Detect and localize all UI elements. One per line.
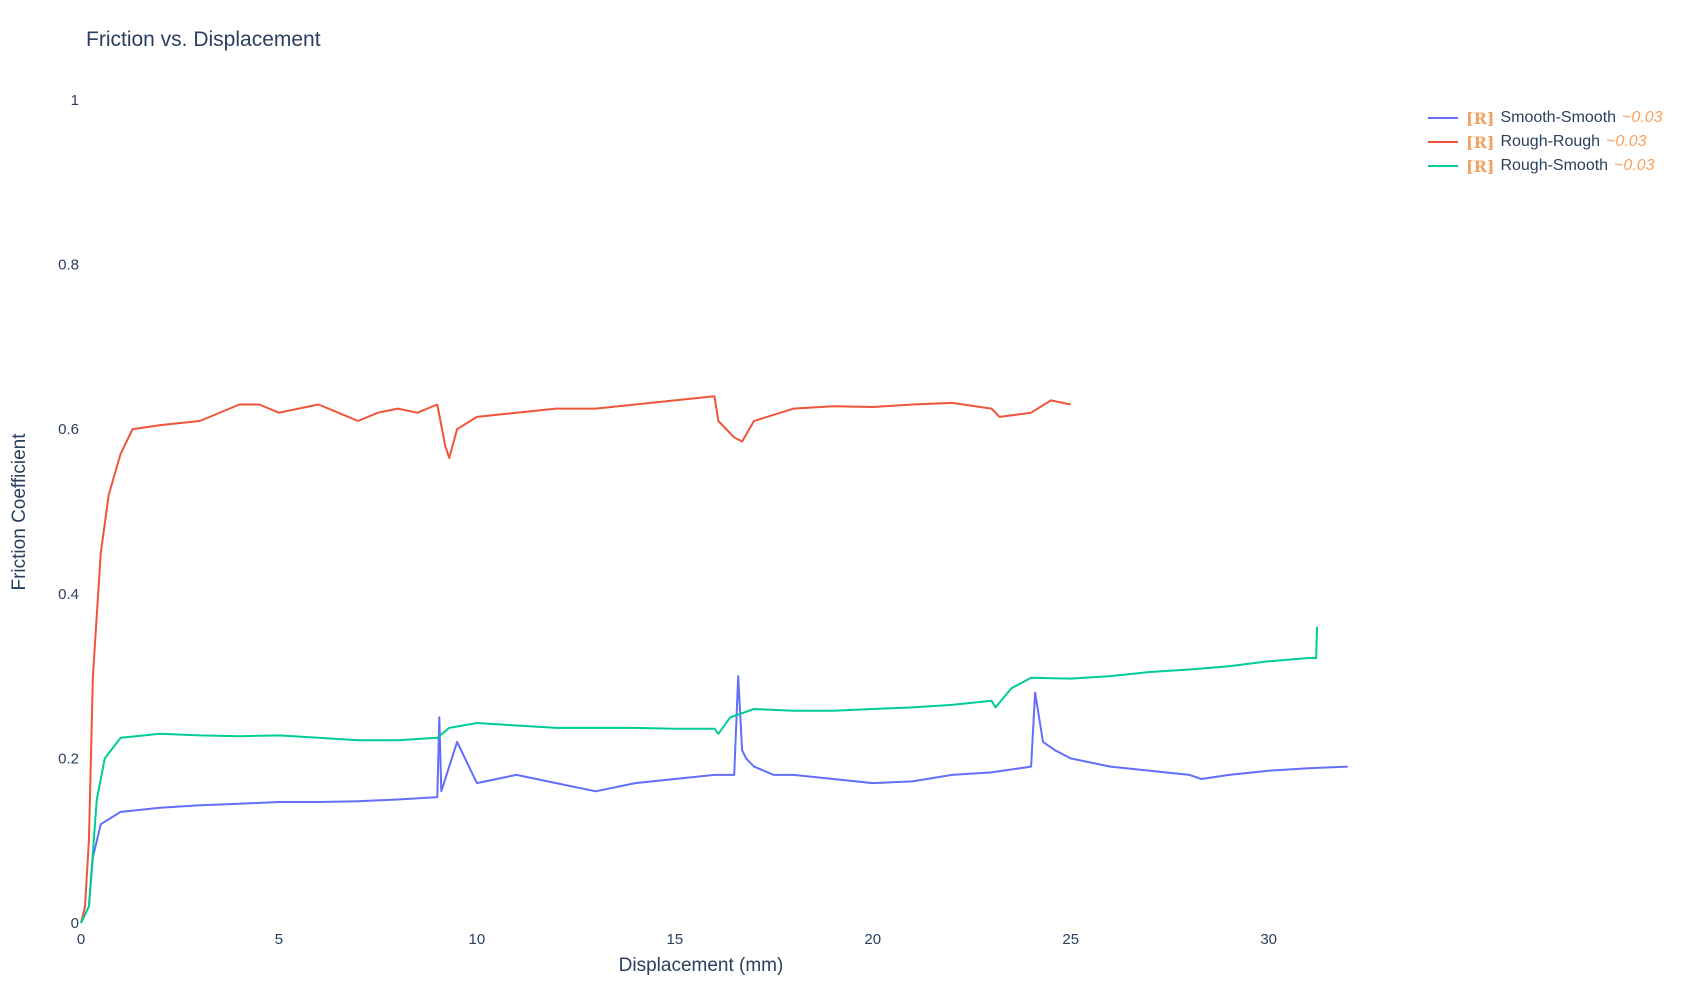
legend-label: Smooth-Smooth — [1500, 109, 1617, 126]
legend-tag: [R] — [1466, 108, 1495, 128]
series-line-smooth-smooth — [80, 675, 1348, 924]
legend-note: ~0.03 — [1606, 133, 1647, 150]
legend-label: Rough-Rough — [1500, 133, 1601, 150]
y-tick-labels: 0 0.2 0.4 0.6 0.8 1 — [58, 92, 79, 932]
x-tick-label: 25 — [1062, 931, 1079, 948]
chart-title: Friction vs. Displacement — [86, 28, 321, 51]
y-tick-label: 0.4 — [58, 586, 79, 603]
x-tick-label: 0 — [77, 931, 85, 948]
series-line-rough-rough — [80, 395, 1071, 924]
legend-label: Rough-Smooth — [1500, 157, 1609, 174]
y-tick-label: 0.2 — [58, 750, 79, 767]
legend-item-smooth-smooth[interactable]: [R] Smooth-Smooth ~0.03 — [1428, 106, 1663, 130]
legend-tag: [R] — [1466, 156, 1495, 176]
legend-swatch — [1428, 117, 1458, 119]
legend-swatch — [1428, 165, 1458, 167]
legend: [R] Smooth-Smooth ~0.03 [R] Rough-Rough ~0.03… — [1428, 106, 1663, 178]
x-tick-label: 30 — [1260, 931, 1277, 948]
y-tick-label: 1 — [71, 92, 79, 109]
legend-tag: [R] — [1466, 132, 1495, 152]
y-tick-label: 0.8 — [58, 257, 79, 274]
series-line-rough-smooth — [80, 626, 1318, 924]
legend-note: ~0.03 — [1614, 157, 1655, 174]
y-axis-title: Friction Coefficient — [9, 433, 30, 591]
x-tick-label: 15 — [666, 931, 683, 948]
x-tick-labels: 0 5 10 15 20 25 30 — [77, 931, 1277, 948]
x-axis-title: Displacement (mm) — [619, 955, 784, 976]
x-tick-label: 10 — [469, 931, 486, 948]
legend-note: ~0.03 — [1622, 109, 1663, 126]
y-tick-label: 0.6 — [58, 421, 79, 438]
y-tick-label: 0 — [71, 915, 79, 932]
plot-lines — [80, 395, 1348, 924]
x-tick-label: 20 — [864, 931, 881, 948]
legend-item-rough-smooth[interactable]: [R] Rough-Smooth ~0.03 — [1428, 154, 1663, 178]
x-tick-label: 5 — [275, 931, 283, 948]
legend-item-rough-rough[interactable]: [R] Rough-Rough ~0.03 — [1428, 130, 1663, 154]
legend-swatch — [1428, 141, 1458, 143]
